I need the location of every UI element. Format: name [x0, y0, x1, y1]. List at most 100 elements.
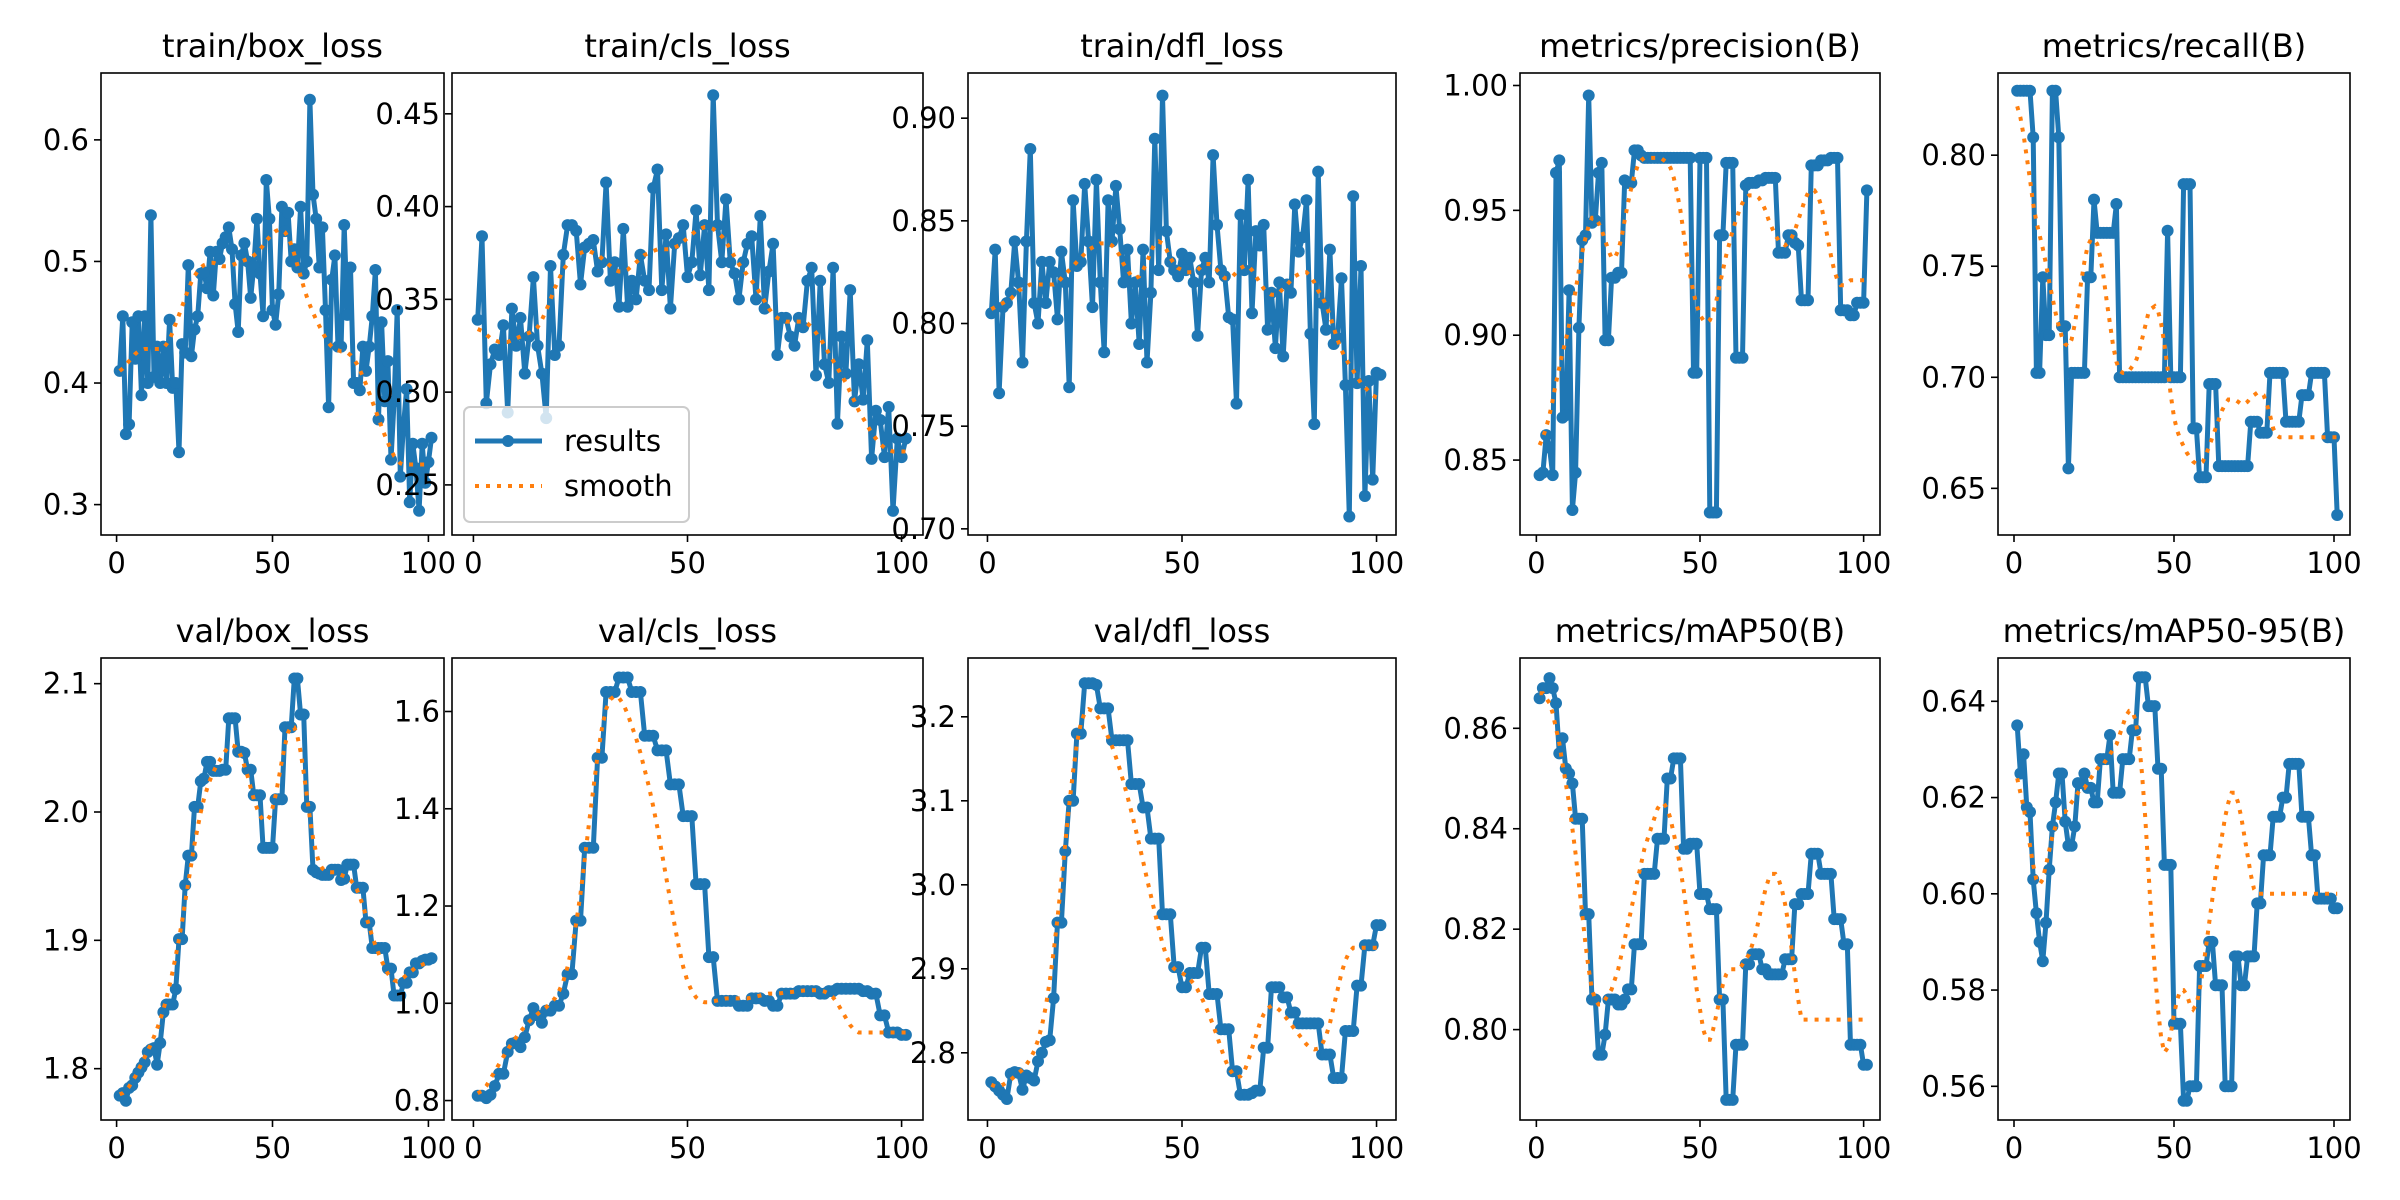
results-point	[523, 330, 536, 343]
results-point	[518, 1031, 531, 1044]
y-tick-label: 0.64	[1921, 684, 1986, 718]
results-point	[1726, 1093, 1739, 1106]
results-point	[269, 318, 282, 331]
results-point	[1358, 490, 1371, 502]
results-point	[1253, 1084, 1266, 1097]
results-point	[844, 284, 857, 297]
results-point	[1102, 702, 1115, 715]
results-point	[2088, 193, 2100, 206]
results-point	[416, 437, 429, 450]
results-point	[119, 428, 132, 441]
results-point	[1775, 968, 1788, 981]
results-point	[591, 265, 604, 278]
legend-box	[463, 406, 690, 523]
results-point	[690, 204, 703, 217]
results-point	[1028, 1074, 1041, 1087]
results-point	[1308, 418, 1321, 431]
results-point	[1857, 296, 1870, 309]
results-point	[600, 176, 613, 189]
results-point	[400, 976, 413, 989]
results-point	[535, 367, 548, 380]
results-point	[1811, 847, 1824, 860]
results-point	[1164, 908, 1177, 921]
subplot-title: metrics/precision(B)	[1539, 27, 1861, 65]
subplot-val-cls-loss: val/cls_loss 0 50 100 0.8 1.0 1.2 1.4 1.6	[394, 612, 929, 1165]
results-point	[257, 310, 270, 323]
results-point	[634, 248, 647, 261]
subplot-title: metrics/mAP50(B)	[1555, 612, 1846, 650]
subplot-metrics-map50-95-b: metrics/mAP50-95(B) 0 50 100 0.56 0.58 0.60 0.6…	[1921, 612, 2361, 1165]
results-point	[129, 352, 142, 365]
results-point	[535, 1016, 548, 1029]
results-point	[621, 671, 634, 684]
results-point	[681, 271, 694, 284]
results-point	[2078, 767, 2091, 780]
results-point	[1269, 342, 1282, 355]
results-point	[1566, 504, 1579, 516]
results-point	[288, 243, 301, 256]
results-point	[2200, 471, 2212, 484]
results-point	[222, 221, 235, 234]
results-point	[1148, 132, 1161, 145]
subplot-title: metrics/recall(B)	[2042, 27, 2307, 65]
results-point	[1553, 154, 1566, 167]
y-tick-label: 0.6	[43, 123, 89, 157]
results-point	[1288, 1006, 1301, 1019]
results-point	[1582, 89, 1595, 102]
results-point	[882, 401, 895, 413]
smooth-line	[990, 706, 1381, 1089]
results-point	[2164, 858, 2177, 871]
results-point	[1347, 190, 1360, 203]
results-point	[895, 451, 908, 464]
results-point	[1716, 229, 1729, 242]
results-point	[587, 234, 600, 246]
results-point	[1246, 307, 1258, 320]
results-point	[698, 878, 711, 891]
y-tick-label: 0.65	[1921, 471, 1986, 505]
results-point	[144, 209, 157, 222]
results-point	[510, 339, 523, 352]
results-point	[553, 999, 565, 1012]
results-point	[878, 1009, 891, 1022]
results-point	[531, 339, 544, 352]
results-point	[394, 989, 407, 1002]
y-tick-label: 0.8	[394, 1084, 440, 1118]
results-point	[1335, 1072, 1348, 1084]
results-point	[254, 789, 266, 802]
results-point	[1230, 397, 1243, 410]
x-tick-label: 0	[107, 546, 125, 580]
results-point	[2049, 84, 2062, 97]
results-point	[2331, 509, 2344, 521]
results-point	[574, 278, 587, 291]
results-point	[2062, 462, 2075, 475]
results-point	[2056, 767, 2068, 780]
results-point	[173, 446, 185, 459]
results-point	[2174, 1017, 2187, 1030]
results-point	[497, 319, 510, 332]
legend-results-marker	[502, 435, 514, 447]
results-point	[878, 451, 891, 464]
x-tick-label: 100	[1836, 546, 1891, 580]
results-point	[1831, 151, 1844, 164]
results-point	[1690, 837, 1703, 850]
results-point	[1203, 276, 1216, 289]
results-point	[294, 200, 307, 213]
results-point	[1323, 1048, 1336, 1061]
results-point	[797, 321, 810, 334]
subplot-title: metrics/mAP50-95(B)	[2003, 612, 2346, 650]
plot-area	[1533, 672, 1873, 1106]
results-point	[702, 284, 715, 297]
results-point	[553, 339, 565, 352]
subplot-title: train/box_loss	[162, 27, 383, 65]
results-point	[191, 310, 204, 323]
subplot-metrics-recall-b: metrics/recall(B) 0 50 100 0.65 0.70 0.75 0.80	[1921, 27, 2361, 580]
y-tick-label: 0.3	[43, 488, 89, 522]
results-point	[1063, 381, 1076, 394]
results-point	[406, 966, 419, 979]
results-point	[1566, 777, 1579, 790]
y-tick-label: 0.70	[891, 512, 956, 546]
results-point	[587, 841, 600, 854]
results-point	[2091, 796, 2104, 809]
results-point	[2302, 810, 2315, 823]
